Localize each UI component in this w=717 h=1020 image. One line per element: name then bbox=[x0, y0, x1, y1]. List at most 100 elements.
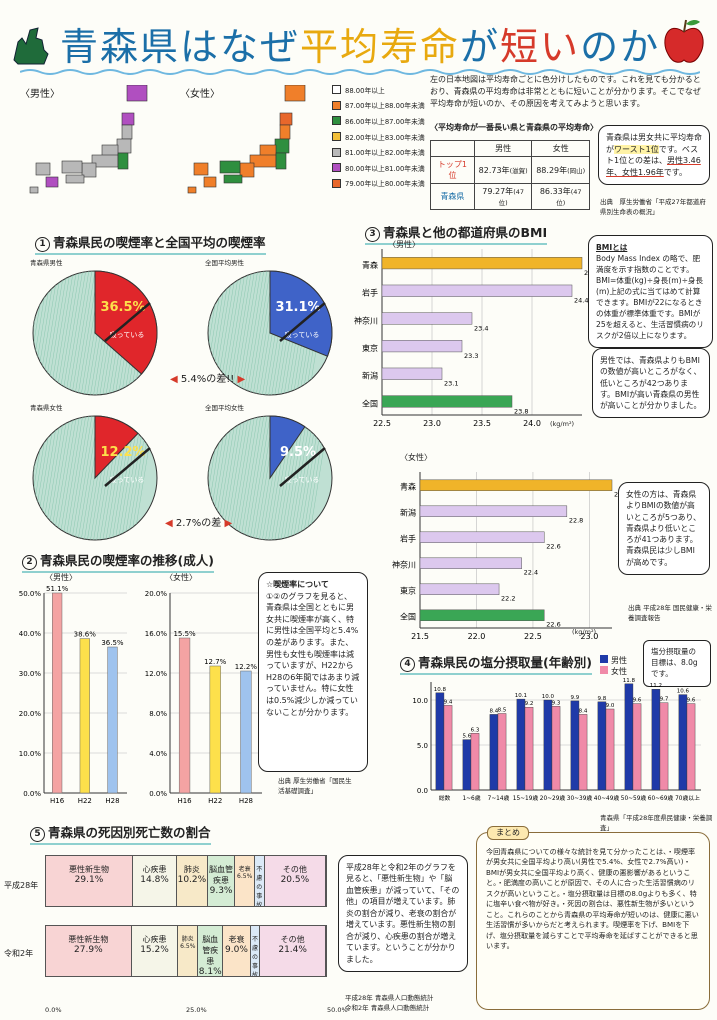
pie-texture bbox=[228, 416, 249, 540]
pie-texture bbox=[71, 271, 93, 395]
bar bbox=[686, 703, 696, 791]
x-tick-label: 22.5 bbox=[373, 419, 391, 428]
bar bbox=[497, 713, 507, 791]
pie-texture bbox=[231, 271, 252, 395]
bar-value-label: 15.5% bbox=[173, 630, 196, 638]
cigarette-icon bbox=[279, 447, 326, 487]
sec4-legend: 男性 女性 bbox=[600, 655, 627, 677]
sec3-source: 出典 平成28年 国民健康・栄養調査報告 bbox=[628, 604, 712, 622]
stack-segment: 不慮の事故3.3% bbox=[254, 856, 265, 906]
bar-value-label: 23.2 bbox=[614, 491, 620, 499]
bar bbox=[79, 638, 90, 794]
pie-pct-label: 9.5% bbox=[280, 445, 316, 460]
pie-pct-label: 36.5% bbox=[100, 300, 145, 315]
pie-texture bbox=[121, 416, 142, 540]
pie-texture bbox=[243, 416, 265, 540]
bar bbox=[524, 707, 534, 791]
y-tick-label: 東京 bbox=[362, 343, 378, 353]
pie-texture bbox=[74, 416, 96, 540]
cigarette-icon bbox=[104, 447, 151, 487]
stack-segment-name: 不慮の事故 bbox=[252, 936, 259, 976]
bar-value-label: 12.7% bbox=[204, 658, 227, 666]
pie-chart: 12.2% 吸っている bbox=[32, 415, 158, 541]
bar bbox=[678, 694, 688, 791]
pie-texture bbox=[237, 416, 258, 540]
legend-swatch bbox=[332, 132, 341, 142]
bar bbox=[419, 557, 522, 569]
stack-segment: 脳血管疾患 9.3% bbox=[207, 856, 236, 906]
page-title: 青森県はなぜ平均寿命が短いのか bbox=[0, 8, 717, 75]
legend-label: 88.00年以上 bbox=[345, 86, 385, 95]
pie-texture bbox=[249, 416, 271, 540]
stack-row-r2: 悪性新生物 27.9% 心疾患 15.2% 肺炎 6.5% 脳血管疾患 8.1% 老衰 9.0% 不… bbox=[45, 925, 327, 977]
bar-value-label: 9.4 bbox=[444, 699, 453, 705]
stack-segment: 心疾患 14.8% bbox=[132, 856, 178, 906]
pie-texture bbox=[237, 271, 258, 395]
pie-label: 全国平均女性 bbox=[205, 404, 244, 412]
bar-value-label: 36.5% bbox=[101, 639, 124, 647]
bar bbox=[419, 505, 568, 517]
stack-segment-name: 不慮の事故 bbox=[256, 866, 263, 906]
pie-texture bbox=[46, 271, 68, 395]
bar bbox=[470, 733, 480, 791]
pie-tag: 吸っている bbox=[110, 331, 145, 339]
stack-segment-value: 29.1% bbox=[74, 875, 104, 885]
note-worst-source: 出典 厚生労働省「平成27年都道府県別生命表の概況」 bbox=[600, 198, 706, 216]
stack-segment-value: 9.3% bbox=[209, 886, 233, 896]
bar bbox=[543, 699, 553, 791]
stack-segment: その他 21.4% bbox=[260, 926, 326, 976]
title-wave bbox=[20, 69, 700, 75]
legend-item: 79.00年以上80.00年未満 bbox=[332, 176, 428, 192]
stack-segment-value: 27.9% bbox=[74, 945, 103, 955]
x-tick-label: H28 bbox=[105, 797, 119, 805]
legend-item: 87.00年以上88.00年未満 bbox=[332, 98, 428, 114]
pie-texture bbox=[62, 271, 83, 395]
pie-pct-label: 12.2% bbox=[100, 445, 145, 460]
summary-text: 今回青森県についての様々な統計を見て分かったことは、・喫煙率が男女共に全国平均よ… bbox=[486, 847, 699, 951]
legend-label: 80.00年以上81.00年未満 bbox=[345, 164, 425, 173]
pie-texture bbox=[243, 271, 265, 395]
stack-segment-value: 15.2% bbox=[140, 945, 169, 955]
bar bbox=[605, 708, 615, 791]
japan-map-female bbox=[187, 85, 306, 194]
legend-swatch bbox=[332, 85, 341, 95]
y-tick-label: 4.0% bbox=[149, 750, 167, 758]
y-tick-label: 20.0% bbox=[19, 710, 42, 718]
bar bbox=[435, 692, 445, 791]
y-tick-label: 40.0% bbox=[19, 630, 42, 638]
cigarette-icon bbox=[104, 302, 151, 342]
pie-texture bbox=[65, 416, 86, 540]
y-tick-label: 12.0% bbox=[145, 670, 168, 678]
y-tick-label: 0.0% bbox=[149, 790, 167, 798]
sec3-unit-2: (kg/m²) bbox=[572, 628, 597, 636]
bar-value-label: 5.6 bbox=[463, 734, 472, 740]
y-tick-label: 10.0 bbox=[412, 697, 428, 705]
bar bbox=[419, 531, 545, 543]
life-expectancy-table: 男性 女性 トップ1位 82.73年(滋賀) 88.29年(岡山) 青森県 79… bbox=[430, 140, 590, 210]
bar bbox=[209, 665, 221, 794]
apple-icon bbox=[664, 19, 704, 63]
y-tick-label: 青森 bbox=[362, 260, 378, 270]
chart-smoking-female: 0.0% 4.0% 8.0% 12.0% 16.0% 20.0% 15.5% H16 12.7%… bbox=[145, 590, 262, 805]
y-tick-label: 全国 bbox=[362, 398, 378, 408]
pie-texture bbox=[290, 416, 311, 540]
stack-segment: その他 20.5% bbox=[264, 856, 326, 906]
stack-segment-value: 20.5% bbox=[280, 875, 310, 885]
pie-tag: 吸っている bbox=[110, 476, 145, 484]
stack-row-h28: 悪性新生物 29.1% 心疾患 14.8% 肺炎 10.2% 脳血管疾患 9.3% 老衰 6.5%… bbox=[45, 855, 327, 907]
sec5-source1: 平成28年 青森県人口動態統計 bbox=[345, 994, 434, 1002]
bar bbox=[651, 689, 661, 791]
y-tick-label: 新潟 bbox=[400, 508, 416, 518]
section4-title: 4 青森県民の塩分摂取量(年齢別) bbox=[400, 652, 592, 675]
y-tick-label: 神奈川 bbox=[354, 315, 378, 325]
sec4-source: 青森県「平成28年度県民健康・栄養調査」 bbox=[600, 814, 713, 832]
x-tick-label: 60~69歳 bbox=[648, 794, 674, 802]
stack-segment-value: 14.8% bbox=[140, 875, 169, 885]
x-tick-label: 22.0 bbox=[468, 632, 486, 641]
x-tick-label: 50.0% bbox=[327, 1006, 348, 1014]
bar bbox=[419, 479, 613, 491]
bar bbox=[419, 609, 545, 621]
bar-value-label: 9.8 bbox=[598, 696, 607, 702]
stack-segment-name: 肺炎 bbox=[181, 936, 194, 943]
y-tick-label: 5.0 bbox=[417, 742, 428, 750]
